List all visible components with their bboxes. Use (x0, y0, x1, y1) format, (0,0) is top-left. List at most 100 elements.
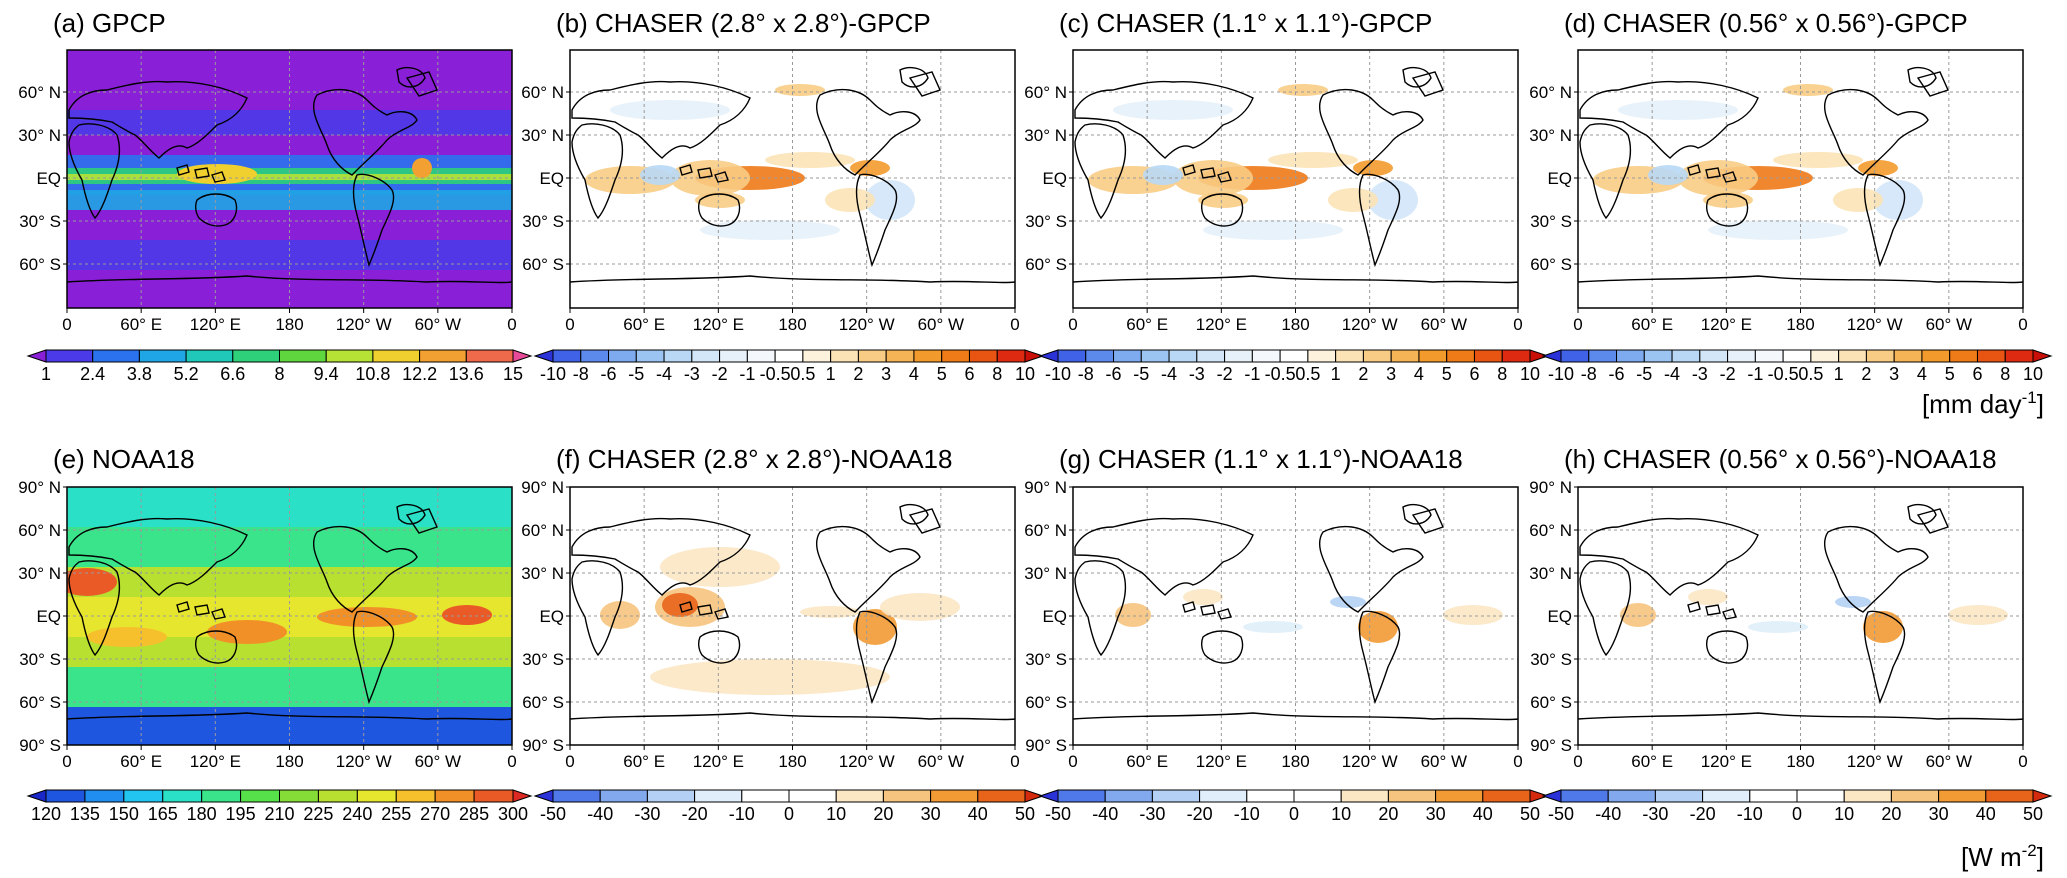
lon-tick-label: 0 (1068, 752, 1077, 771)
colorbar-label: 0 (784, 804, 794, 824)
lon-tick-label: 120° W (1342, 752, 1398, 771)
colorbar-segment (1754, 349, 1784, 363)
colorbar-label: -2 (712, 364, 728, 384)
field-hotspot (207, 620, 287, 644)
colorbar-segment (123, 789, 164, 803)
lon-tick-label: 60° E (1631, 752, 1673, 771)
colorbar-label: 30 (1929, 804, 1949, 824)
lon-tick-label: 0 (1513, 752, 1522, 771)
colorbar-label: 2 (853, 364, 863, 384)
colorbar-segment (1810, 349, 1840, 363)
colorbar-segment (1560, 789, 1609, 803)
colorbar-segment (240, 789, 280, 803)
colorbar-min-arrow (26, 789, 47, 803)
colorbar-label: 255 (381, 804, 411, 824)
lon-tick-label: 120° E (190, 315, 241, 334)
colorbar-min-arrow (1541, 789, 1562, 803)
colorbar-segment (882, 789, 932, 803)
field-hotspot (317, 607, 417, 627)
map-panel-a (63, 49, 513, 313)
field-anomaly (1143, 165, 1183, 185)
colorbar-segment (1671, 349, 1701, 363)
panel-title-e: (e) NOAA18 (53, 444, 195, 474)
colorbar-segment (356, 789, 397, 803)
lat-tick-label: 90° N (1024, 478, 1067, 497)
colorbar-label: -40 (587, 804, 613, 824)
field-anomaly (1648, 165, 1688, 185)
colorbar-gpcp-diff-b (533, 349, 1045, 363)
lat-tick-label: 30° N (1529, 564, 1572, 583)
unit-close: ] (2037, 842, 2044, 872)
lat-tick-label: 60° S (522, 693, 564, 712)
field-hotspot (412, 158, 432, 178)
lon-tick-label: 0 (507, 752, 516, 771)
colorbar-label: -10 (540, 364, 566, 384)
lon-tick-label: 120° E (190, 752, 241, 771)
colorbar-label: 10 (1015, 364, 1035, 384)
lon-tick-label: 0 (1010, 752, 1019, 771)
lon-tick-label: 60° E (623, 752, 665, 771)
colorbar-label: 8 (1497, 364, 1507, 384)
colorbar-label: 4 (909, 364, 919, 384)
lat-tick-label: 30° N (1529, 126, 1572, 145)
colorbar-label: 3 (881, 364, 891, 384)
colorbar-segment (1782, 349, 1812, 363)
lat-tick-label: 30° N (1024, 126, 1067, 145)
colorbar-segment (232, 349, 281, 363)
colorbar-segment (1307, 349, 1337, 363)
field-anomaly (850, 160, 890, 176)
colorbar-label: 165 (148, 804, 178, 824)
colorbar-label: 240 (342, 804, 372, 824)
colorbar-label: 8 (2000, 364, 2010, 384)
colorbar-segment (1893, 349, 1923, 363)
colorbar-label: 0 (1792, 804, 1802, 824)
colorbar-gpcp-diff-d (1541, 349, 2053, 363)
colorbar-segment (1251, 349, 1281, 363)
colorbar-label: 40 (1976, 804, 1996, 824)
field-anomaly (775, 84, 825, 96)
lon-tick-label: 120° E (1701, 752, 1752, 771)
field-anomaly (640, 165, 680, 185)
lat-tick-label: EQ (539, 607, 564, 626)
lat-tick-label: 30° S (1530, 212, 1572, 231)
colorbar-segment (1616, 349, 1645, 363)
colorbar-label: 20 (1881, 804, 1901, 824)
lon-tick-label: 120° W (336, 315, 392, 334)
colorbar-min-arrow (1038, 789, 1059, 803)
colorbar-min-arrow (533, 789, 554, 803)
lon-tick-label: 0 (2018, 315, 2027, 334)
colorbar-label: -40 (1595, 804, 1621, 824)
colorbar-label: -10 (1234, 804, 1260, 824)
colorbar-max-arrow (1024, 349, 1045, 363)
lat-tick-label: 60° N (1529, 83, 1572, 102)
field-anomaly (700, 220, 840, 240)
lat-tick-label: 60° N (18, 83, 61, 102)
colorbar-segment (835, 789, 884, 803)
lat-tick-label: 60° S (1530, 693, 1572, 712)
panel-title-d: (d) CHASER (0.56° x 0.56°)-GPCP (1564, 8, 1968, 38)
field-anomaly (1183, 589, 1223, 605)
lat-tick-label: 30° N (18, 564, 61, 583)
lon-tick-label: 60° W (1926, 315, 1972, 334)
lat-tick-label: 60° N (18, 521, 61, 540)
lon-tick-label: 0 (62, 315, 71, 334)
unit-close: ] (2037, 389, 2044, 419)
colorbar-segment (465, 349, 514, 363)
lat-tick-label: 30° N (18, 126, 61, 145)
colorbar-label: 285 (459, 804, 489, 824)
colorbar-label: 300 (498, 804, 528, 824)
lat-tick-label: 30° S (1025, 650, 1067, 669)
colorbar-label: 210 (264, 804, 294, 824)
colorbar-gpcp (26, 349, 533, 363)
colorbar-min-arrow (1038, 349, 1059, 363)
colorbar-segment (1588, 349, 1618, 363)
lat-tick-label: 60° S (1530, 255, 1572, 274)
colorbar-min-arrow (26, 349, 47, 363)
field-anomaly (1873, 180, 1923, 220)
lon-tick-label: 60° E (623, 315, 665, 334)
colorbar-noaa-diff-g (1038, 789, 1550, 803)
map-panel-f (566, 486, 1016, 750)
panel-title-b: (b) CHASER (2.8° x 2.8°)-GPCP (556, 8, 931, 38)
colorbar-label: -2 (1217, 364, 1233, 384)
field-anomaly (610, 100, 730, 120)
